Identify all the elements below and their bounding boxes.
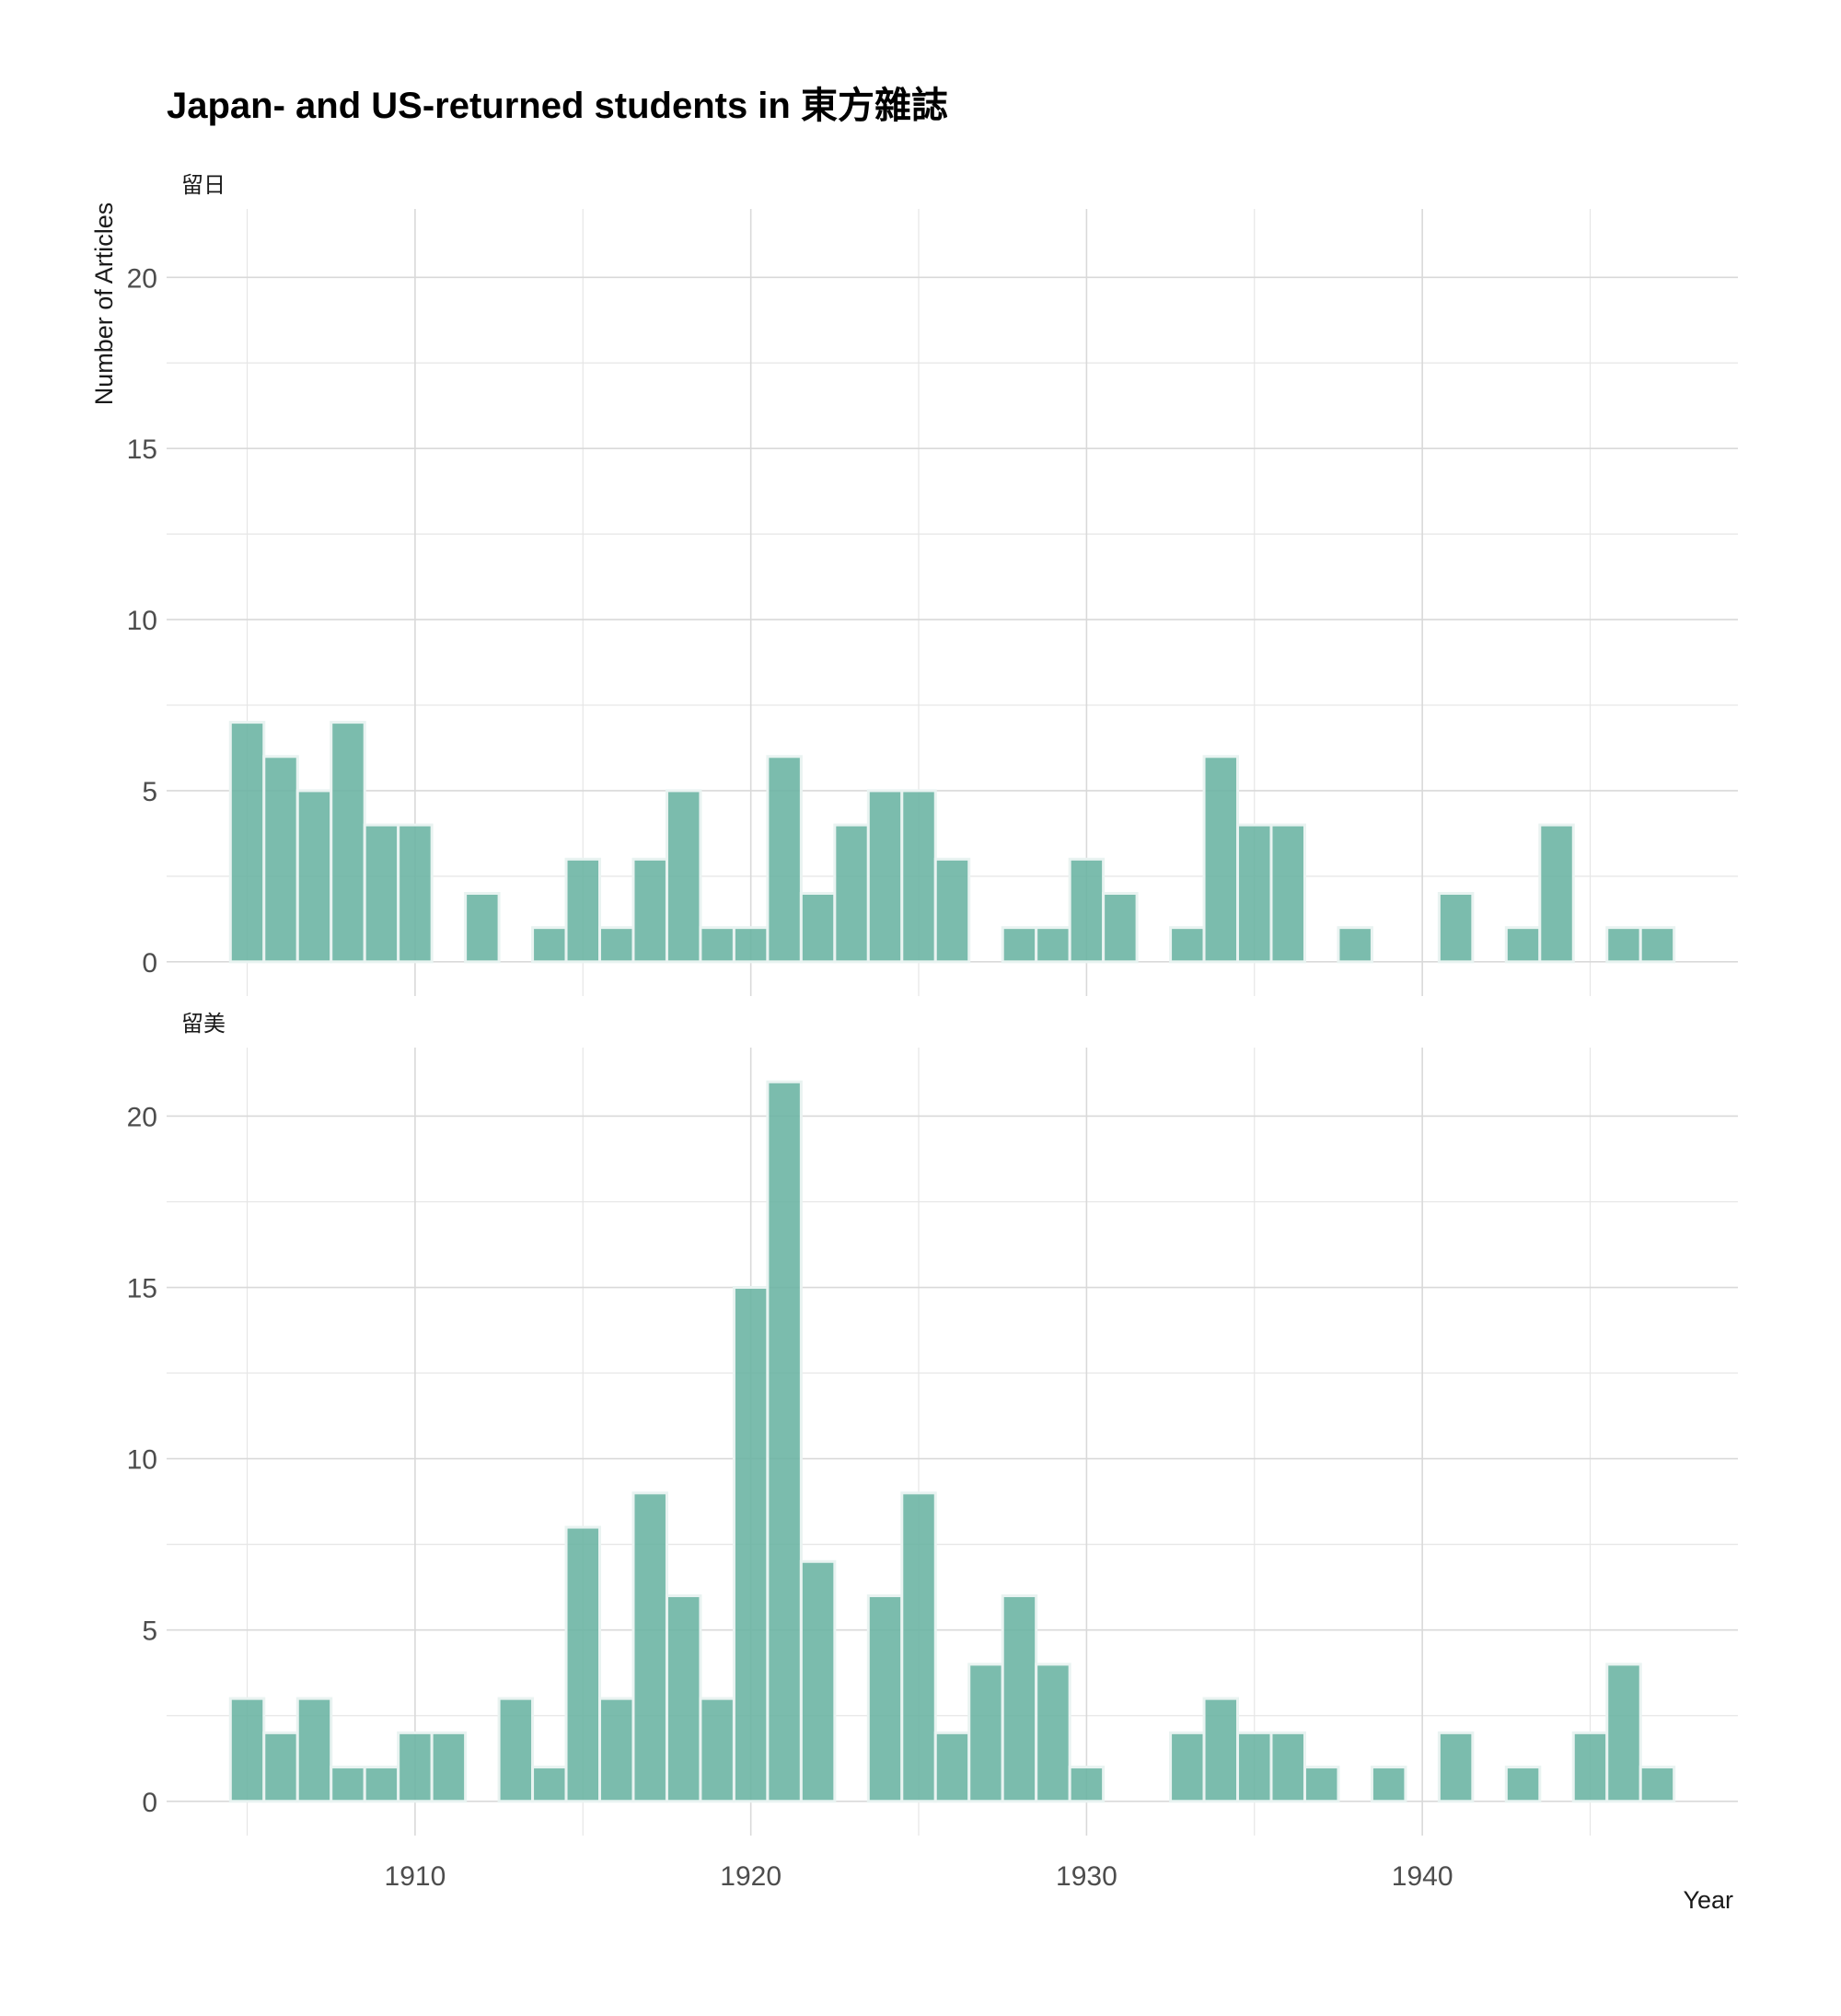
histogram-bar bbox=[1202, 755, 1240, 964]
histogram-bar bbox=[1638, 926, 1676, 964]
panel-strip-label: 留日 bbox=[181, 172, 226, 198]
histogram-bar bbox=[1001, 926, 1038, 964]
histogram-bar bbox=[1437, 891, 1475, 964]
histogram-bar bbox=[866, 1593, 904, 1803]
histogram-bar bbox=[1605, 926, 1642, 964]
x-tick-label: 1920 bbox=[720, 1861, 782, 1892]
histogram-bar bbox=[1068, 857, 1106, 964]
x-tick-label: 1930 bbox=[1056, 1861, 1117, 1892]
histogram-bar bbox=[598, 926, 635, 964]
histogram-bar bbox=[1001, 1593, 1038, 1803]
histogram-bar bbox=[295, 1697, 333, 1803]
y-tick-label: 0 bbox=[142, 948, 157, 979]
histogram-bar bbox=[1236, 1731, 1273, 1803]
histogram-bar bbox=[464, 891, 501, 964]
histogram-bar bbox=[228, 721, 266, 964]
histogram-bar bbox=[1035, 926, 1071, 964]
histogram-bar bbox=[430, 1731, 468, 1803]
histogram-bar bbox=[1605, 1663, 1642, 1803]
histogram-bar bbox=[1169, 926, 1206, 964]
histogram-bar bbox=[933, 1731, 971, 1803]
x-tick-label: 1940 bbox=[1392, 1861, 1453, 1892]
histogram-bar bbox=[732, 926, 770, 964]
y-tick-label: 5 bbox=[142, 777, 157, 807]
histogram-bar bbox=[295, 789, 333, 964]
y-tick-label: 20 bbox=[127, 1102, 157, 1132]
histogram-bar bbox=[631, 1491, 668, 1803]
x-tick-label: 1910 bbox=[385, 1861, 446, 1892]
histogram-bar bbox=[531, 926, 568, 964]
panel-1: 留日 0 5 10 15 20 bbox=[127, 172, 1738, 996]
histogram-bar bbox=[564, 857, 602, 964]
histogram-bar bbox=[1269, 823, 1306, 964]
y-tick-label: 15 bbox=[127, 434, 157, 465]
histogram-bar bbox=[363, 1766, 400, 1803]
histogram-bar bbox=[1169, 1731, 1206, 1803]
histogram-bar bbox=[1068, 1766, 1106, 1803]
histogram-bar bbox=[497, 1697, 535, 1803]
histogram-bar bbox=[330, 721, 366, 964]
y-axis-title: Number of Articles bbox=[90, 203, 118, 406]
histogram-bar bbox=[397, 823, 434, 964]
histogram-bar bbox=[363, 823, 400, 964]
histogram-bar bbox=[397, 1731, 434, 1803]
histogram-bar bbox=[799, 891, 837, 964]
histogram-bar bbox=[799, 1559, 837, 1803]
histogram-bar bbox=[1571, 1731, 1609, 1803]
panel-strip-label: 留美 bbox=[181, 1011, 226, 1037]
histogram-bar bbox=[1269, 1731, 1306, 1803]
histogram-bar bbox=[933, 857, 971, 964]
histogram-bar bbox=[262, 1731, 299, 1803]
histogram-bar bbox=[833, 823, 870, 964]
y-tick-label: 0 bbox=[142, 1788, 157, 1818]
histogram-bar bbox=[699, 926, 735, 964]
histogram-bar bbox=[766, 755, 803, 964]
histogram-bar bbox=[1337, 926, 1373, 964]
y-tick-label: 20 bbox=[127, 263, 157, 294]
histogram-bar bbox=[1437, 1731, 1475, 1803]
histogram-bar bbox=[665, 789, 702, 964]
histogram-bar bbox=[1504, 1766, 1542, 1803]
panel-2: 留美 0 5 10 15 20 1910 1920 1930 1940 bbox=[127, 1011, 1738, 1892]
histogram-bar bbox=[631, 857, 668, 964]
y-tick-label: 10 bbox=[127, 1445, 157, 1476]
histogram-bar bbox=[262, 755, 299, 964]
histogram-bar bbox=[967, 1663, 1004, 1803]
histogram-bar bbox=[1303, 1766, 1340, 1803]
histogram-bar bbox=[1236, 823, 1273, 964]
histogram-bar bbox=[1202, 1697, 1240, 1803]
histogram-bar bbox=[732, 1286, 770, 1803]
histogram-bar bbox=[1638, 1766, 1676, 1803]
panels: 留日 0 5 10 15 20 留美 0 5 10 15 20 1910 1920 1930 1940 bbox=[127, 172, 1738, 1892]
histogram-bar bbox=[598, 1697, 635, 1803]
histogram-bar bbox=[1370, 1766, 1407, 1803]
chart-title: Japan- and US-returned students in 東方雜誌 bbox=[167, 86, 948, 126]
y-tick-label: 5 bbox=[142, 1616, 157, 1647]
histogram-bar bbox=[900, 789, 937, 964]
histogram-bar bbox=[564, 1525, 602, 1803]
histogram-bar bbox=[330, 1766, 366, 1803]
histogram-bar bbox=[766, 1080, 803, 1803]
histogram-bar bbox=[228, 1697, 266, 1803]
histogram-bar bbox=[699, 1697, 735, 1803]
histogram-bar bbox=[866, 789, 904, 964]
histogram-bar bbox=[1102, 891, 1139, 964]
histogram-bar bbox=[531, 1766, 568, 1803]
histogram-bar bbox=[1035, 1663, 1071, 1803]
x-axis-title: Year bbox=[1683, 1886, 1733, 1914]
y-tick-label: 10 bbox=[127, 606, 157, 636]
y-tick-label: 15 bbox=[127, 1274, 157, 1304]
histogram-bar bbox=[900, 1491, 937, 1803]
histogram-bar bbox=[1504, 926, 1542, 964]
histogram-bar bbox=[665, 1593, 702, 1803]
histogram-bar bbox=[1538, 823, 1575, 964]
